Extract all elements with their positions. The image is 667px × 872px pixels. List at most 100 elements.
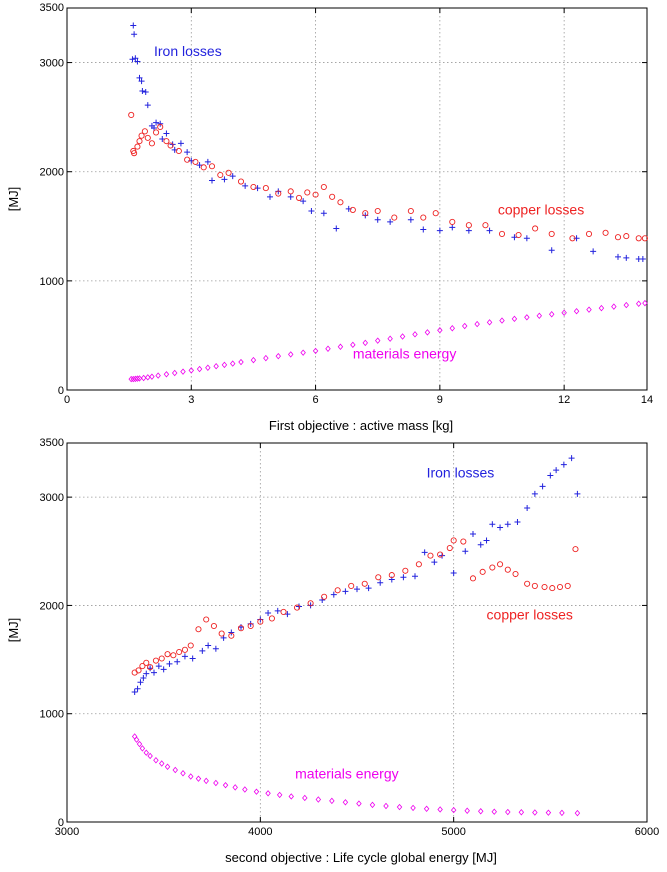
iron-point xyxy=(159,135,166,142)
materials-annotation: materials energy xyxy=(353,345,457,361)
iron-point xyxy=(212,645,219,652)
iron-point xyxy=(155,663,162,670)
x-tick-label: 5000 xyxy=(441,826,465,838)
copper-point xyxy=(237,178,245,185)
copper-point xyxy=(469,575,477,582)
materials-point xyxy=(573,307,580,315)
copper-point xyxy=(136,138,143,145)
materials-point xyxy=(180,368,186,375)
materials-point xyxy=(464,807,470,814)
copper-point xyxy=(237,625,245,632)
iron-point xyxy=(470,530,476,537)
y-tick-label: 3500 xyxy=(40,2,64,14)
iron-point xyxy=(134,685,141,692)
iron-point xyxy=(407,216,414,223)
iron-point xyxy=(136,74,143,81)
copper-point xyxy=(432,210,439,217)
materials-point xyxy=(132,375,139,383)
materials-point xyxy=(486,319,493,326)
iron-point xyxy=(374,216,381,223)
materials-point xyxy=(288,793,294,800)
copper-point xyxy=(420,214,427,221)
iron-point xyxy=(436,227,443,234)
materials-point xyxy=(221,361,228,369)
iron-point xyxy=(267,193,273,200)
materials-point xyxy=(139,745,146,752)
copper-point xyxy=(152,657,159,664)
copper-point xyxy=(320,183,327,191)
iron-point xyxy=(139,87,146,94)
materials-point xyxy=(374,337,381,344)
materials-point xyxy=(171,369,178,377)
x-tick-label: 12 xyxy=(558,394,570,406)
copper-point xyxy=(228,632,235,639)
copper-annotation: copper losses xyxy=(487,607,573,623)
iron-point xyxy=(421,549,428,556)
copper-point xyxy=(334,587,341,594)
copper-point xyxy=(275,190,282,197)
copper-point xyxy=(141,128,148,135)
copper-point xyxy=(144,134,151,141)
iron-point xyxy=(242,182,249,189)
y-tick-label: 3000 xyxy=(40,492,64,504)
iron-point xyxy=(140,674,147,681)
iron-point xyxy=(157,120,164,127)
materials-point xyxy=(242,786,248,793)
copper-point xyxy=(388,572,395,579)
iron-point xyxy=(439,552,446,559)
materials-point xyxy=(611,303,617,310)
iron-point xyxy=(548,247,555,254)
x-axis-label: second objective : Life cycle global ene… xyxy=(225,850,497,865)
materials-point xyxy=(449,325,456,332)
materials-series xyxy=(128,299,648,383)
materials-point xyxy=(163,371,170,378)
copper-point xyxy=(195,626,202,633)
copper-point xyxy=(280,608,287,615)
copper-point xyxy=(287,188,294,195)
copper-annotation: copper losses xyxy=(498,201,584,217)
iron-point xyxy=(209,177,215,184)
materials-point xyxy=(134,375,141,382)
iron-point xyxy=(449,224,456,231)
materials-point xyxy=(450,806,457,814)
iron-point xyxy=(547,472,554,479)
materials-point xyxy=(229,360,236,367)
iron-point xyxy=(330,591,337,598)
materials-point xyxy=(287,351,294,358)
iron-point xyxy=(486,227,493,234)
copper-point xyxy=(321,593,328,600)
materials-point xyxy=(145,374,151,381)
materials-point xyxy=(478,808,484,815)
materials-point xyxy=(437,806,443,813)
copper-point xyxy=(157,123,164,131)
iron-point xyxy=(365,585,372,592)
iron-point xyxy=(523,235,530,242)
materials-point xyxy=(315,796,322,803)
top-scatter-chart: 0 3 6 9 12 14 0 1000 2000 3000 3500 First objective… xyxy=(6,2,653,433)
materials-point xyxy=(623,301,630,309)
materials-point xyxy=(325,345,331,352)
y-tick-label: 0 xyxy=(58,385,64,397)
iron-point xyxy=(504,521,511,528)
copper-point xyxy=(268,615,275,622)
copper-point xyxy=(210,622,217,630)
copper-point xyxy=(564,582,571,589)
materials-point xyxy=(474,320,480,328)
copper-point xyxy=(465,222,472,229)
materials-point xyxy=(598,304,605,312)
iron-point xyxy=(137,679,144,686)
materials-point xyxy=(356,800,362,807)
copper-point xyxy=(312,191,319,198)
materials-point xyxy=(437,326,443,334)
iron-point xyxy=(205,642,212,649)
copper-point xyxy=(437,551,444,558)
copper-point xyxy=(450,537,457,544)
copper-point xyxy=(257,618,264,625)
copper-point xyxy=(225,169,232,176)
materials-point xyxy=(205,364,211,371)
copper-point xyxy=(460,538,467,545)
iron-point xyxy=(412,573,418,580)
iron-point xyxy=(196,162,203,169)
copper-series xyxy=(128,111,648,242)
